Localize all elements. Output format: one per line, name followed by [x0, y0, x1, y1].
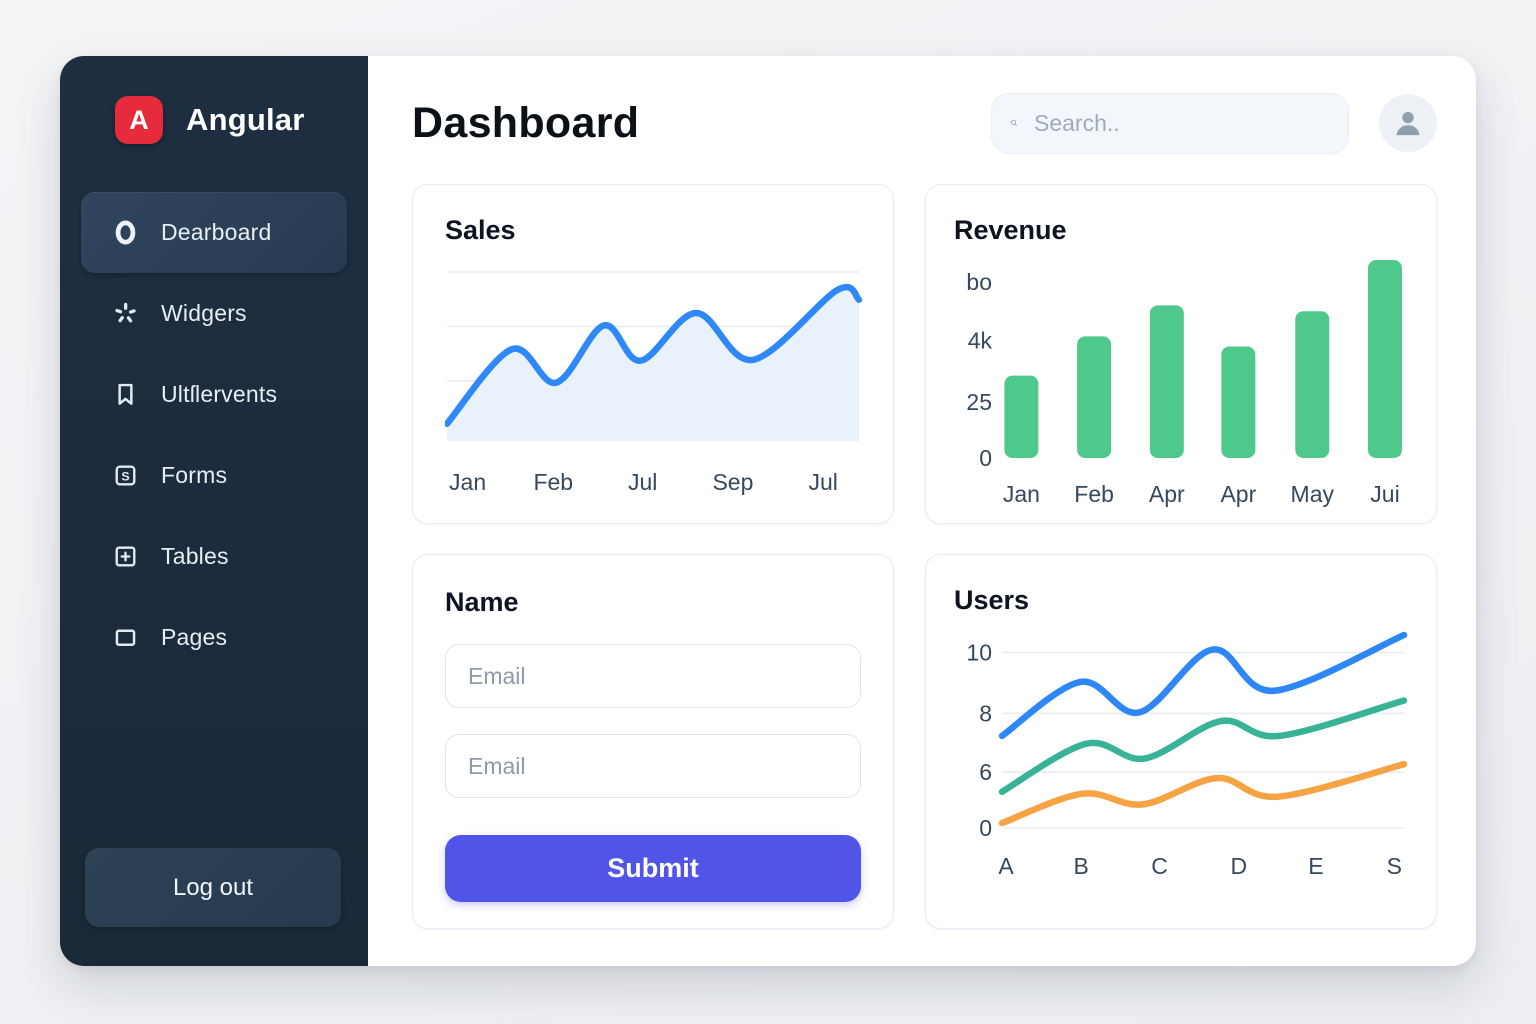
svg-text:Jul: Jul [808, 469, 837, 495]
brand-name: Angular [186, 102, 305, 137]
users-card: Users 0 6 8 10 A B C D E S [925, 554, 1437, 929]
svg-text:Feb: Feb [1074, 481, 1114, 507]
svg-text:S: S [1387, 853, 1402, 879]
email-field-2[interactable] [445, 734, 861, 798]
sidebar-item-label: Forms [161, 462, 228, 488]
svg-text:Jul: Jul [628, 469, 657, 495]
pages-icon [112, 624, 139, 651]
dashboard-icon [112, 219, 139, 246]
revenue-card-title: Revenue [954, 215, 1067, 245]
brand: A Angular [60, 56, 368, 144]
svg-text:E: E [1308, 853, 1323, 879]
revenue-card: Revenue 0 25 4k bo Jan Feb Apr Apr May Jui [925, 184, 1437, 524]
topbar-right [991, 92, 1437, 154]
sidebar-item-label: Widgers [161, 300, 247, 326]
logout-button[interactable]: Log out [85, 848, 341, 927]
user-avatar[interactable] [1379, 94, 1437, 152]
users-chart: 0 6 8 10 A B C D E S [954, 622, 1408, 889]
svg-text:A: A [998, 853, 1014, 879]
sidebar-item-label: Tables [161, 543, 229, 569]
svg-text:8: 8 [979, 700, 992, 726]
svg-text:B: B [1074, 853, 1089, 879]
sidebar-item-pages[interactable]: Pages [81, 597, 347, 678]
sidebar-item-dashboard[interactable]: Dearboard [81, 192, 347, 273]
sidebar-item-label: Ultſlervents [161, 381, 278, 407]
svg-text:C: C [1151, 853, 1168, 879]
svg-text:6: 6 [979, 759, 992, 785]
sidebar-item-forms[interactable]: S Forms [81, 435, 347, 516]
sidebar-item-events[interactable]: Ultſlervents [81, 354, 347, 435]
revenue-chart-svg: 0 25 4k bo Jan Feb Apr Apr May Jui [966, 260, 1402, 507]
svg-text:0: 0 [979, 445, 992, 471]
svg-text:Feb: Feb [533, 469, 573, 495]
search-input[interactable] [1034, 109, 1330, 137]
sales-card: Sales Jan Feb Jul Sep Jul [412, 184, 894, 524]
svg-text:D: D [1230, 853, 1247, 879]
sidebar-nav: Dearboard Widgers Ultſlervents S Forms Tables… [60, 192, 368, 678]
svg-text:Sep: Sep [712, 469, 753, 495]
angular-logo-icon: A [115, 96, 163, 144]
sales-card-title: Sales [445, 215, 516, 245]
search-box [991, 92, 1349, 154]
widgets-icon [112, 300, 139, 327]
tables-icon [112, 543, 139, 570]
page-title: Dashboard [412, 98, 640, 147]
users-card-title: Users [954, 585, 1030, 615]
svg-text:May: May [1291, 481, 1335, 507]
svg-text:Jui: Jui [1370, 481, 1399, 507]
svg-text:Jan: Jan [449, 469, 486, 495]
svg-text:bo: bo [966, 269, 992, 295]
cards-grid: Sales Jan Feb Jul Sep Jul Revenue 0 25 4k bo Jan… [412, 184, 1437, 929]
topbar: Dashboard [412, 92, 1437, 154]
form-card: Name Submit [412, 554, 894, 929]
sales-chart: Jan Feb Jul Sep Jul [443, 262, 863, 507]
sidebar-item-label: Pages [161, 624, 228, 650]
sidebar-item-widgets[interactable]: Widgers [81, 273, 347, 354]
users-chart-svg: 0 6 8 10 A B C D E S [966, 631, 1408, 879]
app-window: A Angular Dearboard Widgers Ultſlervents S F… [60, 56, 1476, 966]
form-card-title: Name [445, 587, 519, 617]
svg-text:25: 25 [966, 389, 992, 415]
revenue-chart: 0 25 4k bo Jan Feb Apr Apr May Jui [954, 252, 1408, 515]
search-icon [1010, 119, 1018, 127]
sidebar-item-label: Dearboard [161, 219, 272, 245]
svg-text:10: 10 [966, 640, 992, 666]
submit-button[interactable]: Submit [445, 835, 861, 902]
email-field-1[interactable] [445, 644, 861, 708]
svg-text:Apr: Apr [1149, 481, 1185, 507]
sidebar-item-tables[interactable]: Tables [81, 516, 347, 597]
bookmark-icon [112, 381, 139, 408]
sidebar: A Angular Dearboard Widgers Ultſlervents S F… [60, 56, 368, 966]
svg-text:4k: 4k [968, 327, 993, 353]
forms-icon: S [112, 462, 139, 489]
person-icon [1396, 111, 1420, 136]
sales-chart-svg: Jan Feb Jul Sep Jul [443, 271, 863, 495]
svg-text:0: 0 [979, 815, 992, 841]
svg-text:Jan: Jan [1003, 481, 1040, 507]
svg-text:Apr: Apr [1220, 481, 1256, 507]
svg-text:S: S [121, 469, 129, 483]
